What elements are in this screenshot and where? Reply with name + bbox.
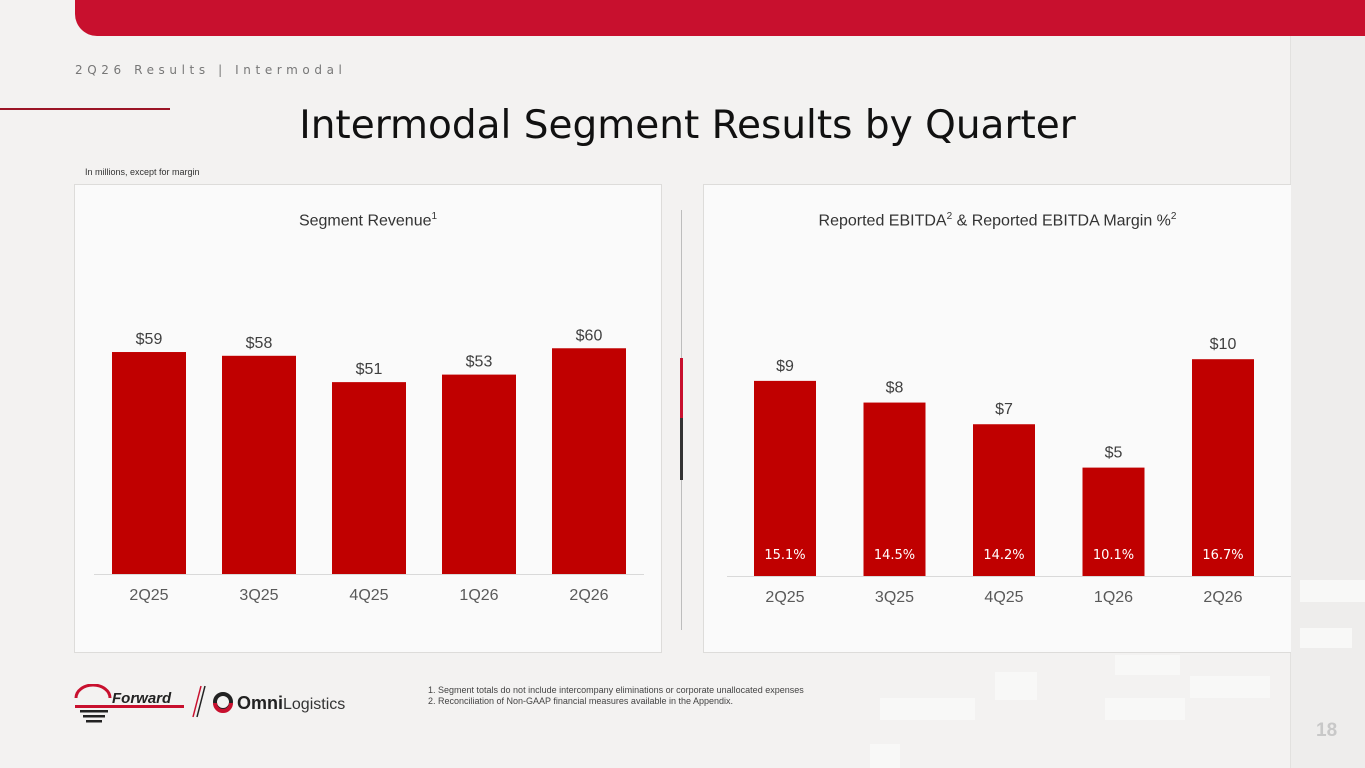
bar-value-label: $58 — [246, 335, 273, 352]
x-tick-label: 3Q25 — [875, 589, 914, 606]
bar — [1082, 467, 1145, 576]
omni-logo-icon: Omni Logistics — [213, 692, 345, 713]
x-tick-label: 2Q25 — [765, 589, 804, 606]
ebitda-chart-title: Reported EBITDA2 & Reported EBITDA Margi… — [818, 211, 1177, 230]
divider-accent-dark — [680, 418, 683, 480]
bar — [863, 402, 926, 576]
ebitda-chart-panel: Reported EBITDA2 & Reported EBITDA Margi… — [703, 184, 1291, 653]
decorative-stripe — [870, 744, 900, 768]
revenue-chart: $59 2Q25 $58 3Q25 $51 4Q25 $53 1Q26 $60 2Q26 — [94, 327, 644, 604]
margin-label: 14.5% — [874, 548, 915, 563]
revenue-chart-panel: Segment Revenue1 $59 2Q25 $58 3Q25 $51 4Q25 $5… — [74, 184, 662, 653]
decorative-stripe — [880, 698, 975, 720]
margin-label: 16.7% — [1202, 548, 1243, 563]
x-tick-label: 3Q25 — [239, 587, 278, 604]
x-tick-label: 2Q26 — [1203, 589, 1242, 606]
bar — [973, 424, 1035, 576]
ebitda-chart: $9 2Q25 15.1% $8 3Q25 14.5% $7 4Q25 14.2% $5 1Q26 1… — [727, 336, 1291, 606]
decorative-stripe — [1105, 698, 1185, 720]
accent-line — [0, 108, 170, 110]
bar — [222, 355, 296, 574]
x-tick-label: 1Q26 — [459, 587, 498, 604]
logo-separator — [196, 685, 206, 718]
bar-value-label: $8 — [886, 380, 904, 397]
bar — [442, 374, 516, 574]
bar-value-label: $5 — [1105, 445, 1123, 462]
top-banner — [75, 0, 1365, 36]
bar-value-label: $53 — [466, 354, 493, 371]
bar-value-label: $9 — [776, 358, 794, 375]
footnotes: 1. Segment totals do not include interco… — [428, 685, 804, 707]
decorative-stripe — [1300, 580, 1365, 602]
bar-value-label: $10 — [1210, 336, 1237, 353]
decorative-stripe — [995, 672, 1037, 700]
revenue-chart-title: Segment Revenue1 — [298, 211, 438, 230]
bar-value-label: $51 — [356, 361, 383, 378]
forward-logo-icon: Forward — [74, 684, 184, 723]
divider-accent — [680, 358, 683, 418]
margin-label: 15.1% — [764, 548, 805, 563]
decorative-stripe — [1115, 655, 1180, 675]
x-tick-label: 2Q26 — [569, 587, 608, 604]
bar — [754, 380, 816, 576]
x-tick-label: 1Q26 — [1094, 589, 1133, 606]
svg-text:Forward: Forward — [112, 690, 172, 707]
x-tick-label: 2Q25 — [129, 587, 168, 604]
breadcrumb: 2Q26 Results | Intermodal — [75, 63, 347, 77]
bar — [332, 382, 406, 574]
company-logo: Forward Omni Logistics — [74, 684, 345, 723]
x-tick-label: 4Q25 — [984, 589, 1023, 606]
decorative-stripe — [1300, 628, 1352, 648]
x-tick-label: 4Q25 — [349, 587, 388, 604]
svg-text:Logistics: Logistics — [283, 696, 345, 713]
bar — [552, 348, 626, 574]
page-number: 18 — [1316, 720, 1338, 741]
bar-value-label: $59 — [136, 331, 163, 348]
units-note: In millions, except for margin — [85, 167, 200, 177]
page-title: Intermodal Segment Results by Quarter — [299, 103, 1076, 148]
footnote-1: 1. Segment totals do not include interco… — [428, 685, 804, 695]
bar-value-label: $7 — [995, 401, 1013, 418]
bar — [1192, 359, 1254, 576]
bar-value-label: $60 — [576, 327, 603, 344]
bar — [112, 352, 186, 574]
svg-text:Omni: Omni — [237, 693, 283, 713]
margin-label: 14.2% — [983, 548, 1024, 563]
logo-separator — [192, 685, 202, 718]
decorative-stripe — [1190, 676, 1270, 698]
margin-label: 10.1% — [1093, 548, 1134, 563]
footnote-2: 2. Reconciliation of Non-GAAP financial … — [428, 696, 734, 706]
